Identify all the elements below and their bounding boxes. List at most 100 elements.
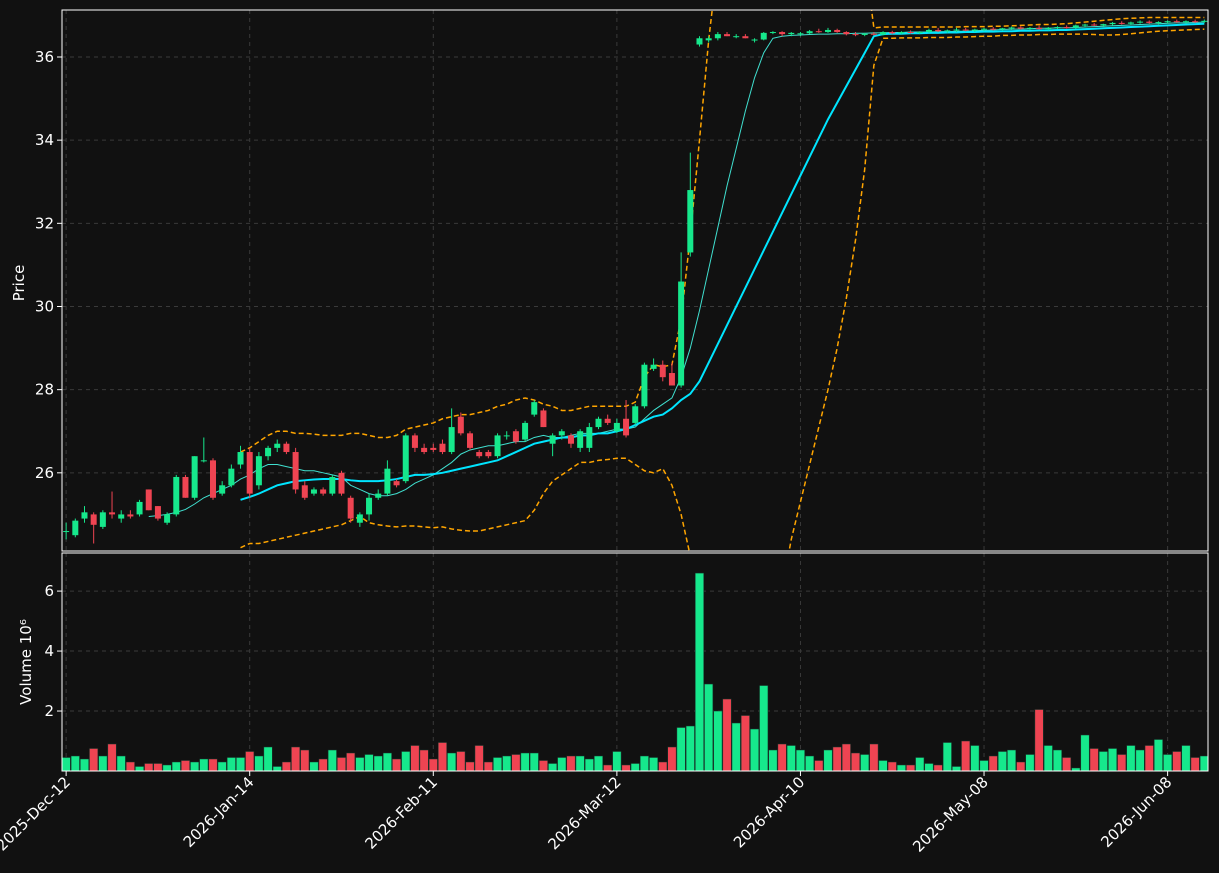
- candle-body: [1127, 22, 1134, 24]
- candle-body: [604, 418, 611, 423]
- candle-body: [63, 531, 70, 533]
- volume-bar: [355, 757, 365, 771]
- volume-bar: [575, 755, 585, 771]
- volume-bar: [373, 755, 383, 771]
- volume-bar: [1016, 761, 1026, 771]
- volume-bar: [805, 755, 815, 771]
- candle-body: [292, 452, 299, 490]
- volume-bar: [1089, 748, 1099, 771]
- y-tick-label: 32: [35, 214, 54, 232]
- candle-body: [981, 28, 988, 30]
- volume-bar: [1007, 749, 1017, 771]
- volume-bar: [1163, 754, 1173, 771]
- candle-body: [72, 520, 79, 536]
- volume-bar: [961, 740, 971, 771]
- candle-body: [696, 38, 703, 45]
- volume-bar: [832, 746, 842, 771]
- candle-body: [283, 443, 290, 453]
- candle-body: [815, 31, 822, 33]
- candle-body: [356, 514, 363, 523]
- volume-bar: [483, 761, 493, 771]
- volume-bar: [226, 757, 236, 771]
- y-tick-label: 26: [35, 464, 54, 482]
- candle-body: [558, 431, 565, 436]
- volume-bar: [823, 749, 833, 771]
- volume-bar: [1108, 748, 1117, 771]
- volume-bar: [125, 761, 135, 771]
- candle-body: [852, 34, 859, 36]
- volume-bar: [1181, 745, 1191, 771]
- candle-body: [1017, 27, 1024, 29]
- candle-body: [1164, 21, 1171, 23]
- volume-bar: [254, 755, 264, 771]
- volume-bar: [869, 743, 879, 771]
- volume-bar: [759, 685, 769, 771]
- volume-bar: [731, 722, 741, 771]
- candle-body: [1026, 27, 1033, 29]
- candle-body: [265, 447, 272, 457]
- volume-bar: [603, 764, 613, 771]
- volume-axis-label: Volume 10⁶: [17, 619, 35, 705]
- volume-bar: [740, 715, 750, 771]
- candle-body: [320, 489, 327, 494]
- candle-body: [1082, 24, 1089, 26]
- candle-body: [191, 456, 198, 498]
- candle-body: [448, 427, 455, 453]
- volume-bar: [997, 751, 1007, 771]
- volume-bar: [538, 760, 548, 771]
- candle-body: [200, 460, 207, 462]
- candle-body: [1201, 20, 1208, 22]
- volume-bar: [1043, 745, 1053, 771]
- price-axis-label: Price: [10, 265, 28, 302]
- volume-bar: [750, 728, 760, 771]
- volume-bar: [447, 752, 457, 771]
- candle-body: [724, 34, 731, 37]
- candle-body: [632, 406, 639, 423]
- candle-body: [935, 29, 942, 32]
- volume-bar: [190, 761, 200, 771]
- y-tick-label: 34: [35, 131, 54, 149]
- candle-body: [164, 514, 171, 523]
- candle-body: [1173, 21, 1180, 23]
- volume-bar: [851, 752, 860, 771]
- volume-bar: [924, 763, 934, 771]
- candle-body: [880, 32, 887, 35]
- volume-bar: [1117, 754, 1127, 771]
- candle-body: [687, 190, 694, 253]
- candle-body: [1118, 22, 1125, 24]
- candle-body: [751, 39, 758, 41]
- candle-body: [586, 427, 593, 448]
- candle-body: [485, 452, 492, 457]
- volume-bar: [988, 755, 998, 771]
- candle-body: [209, 460, 216, 498]
- volume-bar: [639, 755, 649, 771]
- volume-bar: [915, 757, 925, 771]
- volume-bar: [309, 761, 319, 771]
- candle-body: [705, 38, 712, 41]
- volume-bar: [382, 752, 392, 771]
- volume-bar: [1135, 749, 1145, 771]
- candle-body: [925, 29, 932, 33]
- candle-body: [760, 32, 767, 40]
- candle-body: [430, 447, 437, 450]
- volume-bar: [181, 760, 190, 771]
- candle-body: [971, 29, 978, 31]
- volume-bar: [1025, 754, 1035, 771]
- candle-body: [375, 493, 382, 498]
- volume-bar: [952, 766, 961, 771]
- volume-bar: [630, 763, 640, 771]
- volume-bar: [566, 755, 576, 771]
- volume-bar: [171, 761, 181, 771]
- indicator-line: [240, 22, 1205, 501]
- candle-body: [1100, 24, 1107, 26]
- volume-bars: [62, 572, 1208, 771]
- volume-bar: [612, 751, 622, 771]
- volume-bar: [327, 749, 337, 771]
- volume-bar: [419, 749, 429, 771]
- candle-body: [384, 468, 391, 494]
- volume-bar: [796, 749, 805, 771]
- volume-bar: [300, 749, 310, 771]
- candle-body: [1192, 21, 1199, 23]
- volume-bar: [1098, 751, 1108, 771]
